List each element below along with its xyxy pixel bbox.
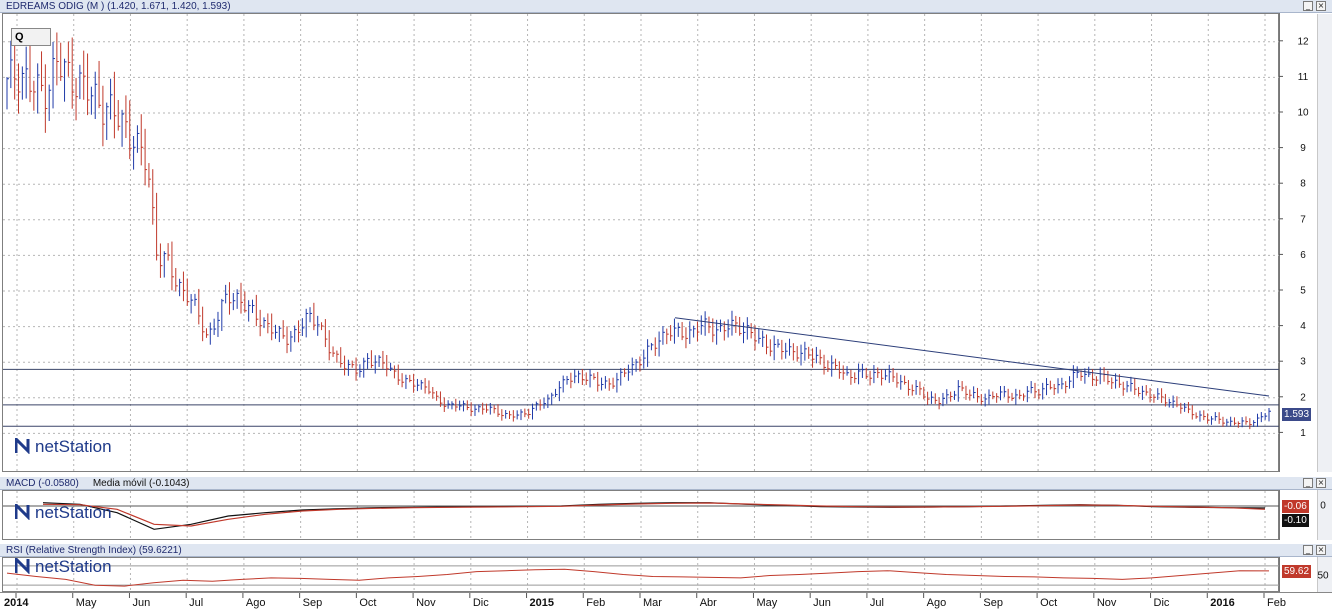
x-tick-label: Sep [983, 597, 1003, 609]
price-panel-titlebar: EDREAMS ODIG (M ) (1.420, 1.671, 1.420, … [0, 0, 1332, 13]
x-tick-label: Jun [132, 597, 150, 609]
x-tick-label: Feb [1267, 597, 1286, 609]
macd-signal-value-box: -0.10 [1282, 514, 1309, 527]
netstation-logo-icon [15, 504, 30, 520]
netstation-logo-rsi: netStation [15, 557, 112, 577]
y-tick-label: 3 [1300, 357, 1306, 368]
logo-text: netStation [35, 437, 112, 456]
x-tick-label: Jul [189, 597, 203, 609]
rsi-value-box: 59.62 [1282, 565, 1312, 578]
x-tick-label: Feb [586, 597, 605, 609]
y-tick-label: 6 [1300, 250, 1306, 261]
macd-ma-title: Media móvil (-0.1043) [92, 478, 190, 489]
x-tick-label: Oct [359, 597, 376, 609]
y-tick-label: 5 [1300, 286, 1306, 297]
x-axis-labels: 2014 May Jun Jul Ago Sep Oct Nov Dic 2015 Feb Mar Ab… [4, 593, 1286, 609]
y-tick-label: 0 [1320, 501, 1326, 512]
x-tick-label: Mar [643, 597, 662, 609]
price-chart [3, 14, 1280, 473]
macd-chart [3, 491, 1280, 541]
y-tick-label: 9 [1300, 143, 1306, 154]
y-tick-label: 8 [1300, 179, 1306, 190]
x-tick-label: Nov [1097, 597, 1117, 609]
minimize-icon[interactable]: _ [1303, 1, 1313, 11]
x-tick-label: Jun [813, 597, 831, 609]
y-tick-label: 11 [1298, 72, 1309, 83]
rsi-panel-titlebar: RSI (Relative Strength Index) (59.6221) … [0, 544, 1332, 557]
macd-value-box: -0.06 [1282, 500, 1309, 513]
rsi-y-axis: 50 [1279, 557, 1329, 592]
x-tick-label: May [76, 597, 97, 609]
price-plot-area [2, 13, 1280, 473]
netstation-logo-icon [15, 558, 30, 574]
x-tick-label: 2014 [4, 597, 29, 609]
y-tick-label: 7 [1300, 214, 1306, 225]
netstation-logo-macd: netStation [15, 503, 112, 523]
x-tick-label: Nov [416, 597, 436, 609]
y-tick-label: 2 [1300, 392, 1306, 403]
macd-title: MACD (-0.0580) [6, 478, 79, 489]
netstation-logo: netStation [15, 437, 112, 457]
netstation-logo-icon [15, 438, 30, 454]
price-value-box: 1.593 [1282, 408, 1312, 421]
x-tick-label: Dic [473, 597, 489, 609]
rsi-panel-title: RSI (Relative Strength Index) (59.6221) [6, 545, 182, 556]
logo-text: netStation [35, 557, 112, 576]
close-icon[interactable]: × [1316, 1, 1326, 11]
y-tick-label: 1 [1300, 428, 1306, 439]
logo-text: netStation [35, 503, 112, 522]
macd-scrollbar[interactable] [1317, 490, 1332, 540]
x-axis: 2014 May Jun Jul Ago Sep Oct Nov Dic 2015 Feb Mar Ab… [0, 592, 1332, 611]
y-tick-label: 50 [1317, 571, 1329, 582]
macd-series-line [42, 502, 1266, 530]
rsi-series-line [6, 568, 1270, 587]
macd-panel-titlebar: MACD (-0.0580) Media móvil (-0.1043) _ × [0, 477, 1332, 490]
rsi-chart [3, 558, 1280, 593]
macd-close-icon[interactable]: × [1316, 478, 1326, 488]
price-scrollbar[interactable] [1317, 14, 1332, 472]
x-tick-label: 2016 [1210, 597, 1234, 609]
rsi-close-icon[interactable]: × [1316, 545, 1326, 555]
macd-plot-area [2, 490, 1280, 541]
x-tick-label: 2015 [530, 597, 554, 609]
x-tick-label: Ago [927, 597, 947, 609]
price-panel-title: EDREAMS ODIG (M ) (1.420, 1.671, 1.420, … [6, 1, 231, 12]
x-tick-label: Dic [1154, 597, 1170, 609]
x-tick-label: Ago [246, 597, 266, 609]
period-selector[interactable]: Q [11, 28, 51, 46]
macd-y-axis: 0 [1279, 490, 1326, 540]
x-tick-label: Jul [870, 597, 884, 609]
y-tick-label: 12 [1297, 36, 1309, 47]
y-tick-label: 4 [1300, 321, 1306, 332]
macd-series-line [42, 502, 1266, 527]
rsi-minimize-icon[interactable]: _ [1303, 545, 1313, 555]
y-tick-label: 10 [1297, 108, 1309, 119]
x-tick-label: May [756, 597, 777, 609]
macd-minimize-icon[interactable]: _ [1303, 478, 1313, 488]
rsi-plot-area [2, 557, 1280, 593]
trendline [674, 317, 1270, 397]
x-tick-label: Sep [303, 597, 323, 609]
rsi-scrollbar[interactable] [1317, 557, 1332, 592]
macd-panel-title: MACD (-0.0580) Media móvil (-0.1043) [6, 477, 190, 490]
x-tick-label: Oct [1040, 597, 1057, 609]
x-tick-label: Abr [700, 597, 717, 609]
